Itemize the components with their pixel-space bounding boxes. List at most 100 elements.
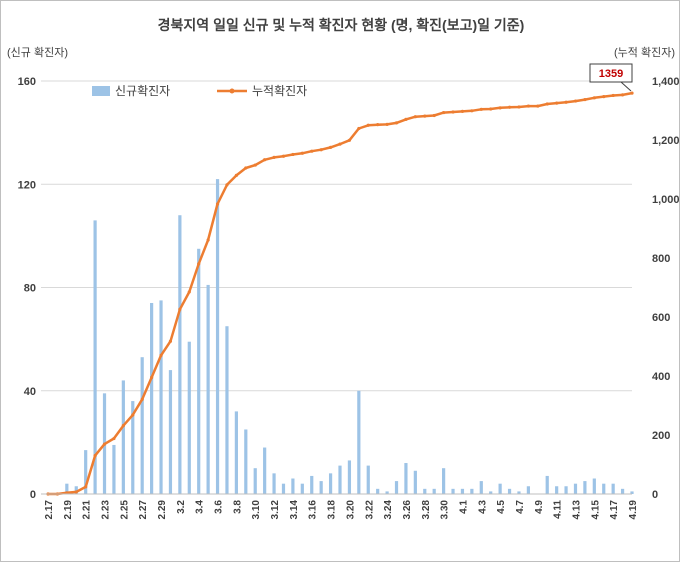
legend-swatch-bar <box>92 86 110 96</box>
line-point <box>347 138 352 142</box>
legend: 신규확진자 누적확진자 <box>92 84 307 98</box>
x-tick-label: 3.4 <box>195 500 206 514</box>
bar <box>564 486 568 494</box>
line-point <box>385 122 389 126</box>
line-point <box>150 375 154 380</box>
line-point <box>168 339 173 343</box>
x-tick-label: 2.27 <box>138 500 149 520</box>
line-point <box>489 107 493 111</box>
bar <box>555 486 559 494</box>
x-tick-label: 4.13 <box>571 500 582 520</box>
x-tick-label: 3.18 <box>327 500 338 520</box>
line-point <box>376 123 380 127</box>
bar <box>573 483 578 494</box>
bar <box>338 465 342 494</box>
bar <box>187 341 191 494</box>
line-point <box>187 290 191 294</box>
bar <box>140 357 144 494</box>
bar <box>460 488 465 494</box>
bar <box>168 370 173 494</box>
line-point <box>319 148 323 152</box>
callout-label: 1359 <box>599 68 623 80</box>
line-point <box>404 117 408 121</box>
line-point <box>178 307 182 311</box>
line-point <box>74 490 78 494</box>
bar <box>310 475 314 494</box>
x-tick-label: 4.3 <box>477 500 488 514</box>
bar <box>347 460 352 494</box>
line-point <box>620 93 625 97</box>
line-point <box>555 101 559 105</box>
line-point <box>498 106 502 110</box>
bar <box>65 483 69 494</box>
bar <box>526 486 530 494</box>
bar <box>611 483 615 494</box>
line-point <box>583 97 587 102</box>
bar <box>507 488 512 494</box>
line-point <box>244 166 248 170</box>
bar <box>470 488 474 494</box>
bar <box>413 470 417 494</box>
bar <box>197 248 201 494</box>
line-point <box>102 442 107 446</box>
line-point <box>573 99 578 103</box>
line-point <box>517 105 521 109</box>
left-tick-label: 80 <box>24 283 36 295</box>
x-tick-label: 3.24 <box>383 500 394 520</box>
x-tick-label: 2.23 <box>101 500 112 520</box>
bar <box>517 491 521 494</box>
bar <box>215 179 220 494</box>
x-tick-label: 2.19 <box>63 500 74 520</box>
line-point <box>225 183 229 187</box>
left-tick-label: 120 <box>18 179 36 191</box>
right-tick-label: 400 <box>652 371 670 383</box>
left-tick-label: 160 <box>18 76 36 88</box>
bar <box>394 481 399 494</box>
line-point <box>215 202 220 206</box>
x-tick-label: 3.30 <box>440 500 451 520</box>
bar <box>112 444 116 494</box>
bar <box>620 488 625 494</box>
x-tick-label: 2.21 <box>82 500 93 520</box>
line-point <box>272 155 276 160</box>
bar <box>263 447 267 494</box>
line-point <box>536 104 540 108</box>
line-point <box>206 238 210 242</box>
legend-label-bar: 신규확진자 <box>115 84 170 98</box>
line-point <box>507 105 512 109</box>
bar <box>121 380 125 494</box>
bar <box>479 481 483 494</box>
bar <box>291 478 295 494</box>
bar <box>74 486 78 494</box>
line-point <box>366 123 370 127</box>
last-value-callout: 1359 <box>589 63 633 92</box>
bar <box>592 478 596 494</box>
bar <box>319 481 323 494</box>
right-tick-label: 1,200 <box>652 135 680 147</box>
right-tick-label: 800 <box>652 253 670 265</box>
bar <box>583 481 587 494</box>
x-tick-label: 3.10 <box>251 500 262 520</box>
line-point <box>112 436 116 441</box>
bar-series <box>65 179 634 494</box>
line-point <box>413 115 417 119</box>
x-tick-label: 3.14 <box>289 500 300 520</box>
left-tick-label: 40 <box>24 386 36 398</box>
x-tick-label: 4.7 <box>515 500 526 514</box>
line-point <box>602 95 606 99</box>
left-axis-ticks: 0 40 80 120 160 <box>18 76 36 501</box>
line-point <box>394 121 399 125</box>
bar <box>206 284 210 494</box>
bar <box>93 220 97 494</box>
bar <box>423 488 427 494</box>
bar <box>178 215 182 494</box>
bar <box>328 473 333 494</box>
legend-swatch-marker <box>229 88 235 94</box>
bar <box>404 463 408 494</box>
x-tick-label: 4.15 <box>590 500 601 520</box>
line-point <box>281 154 286 158</box>
x-tick-label: 4.9 <box>534 500 545 514</box>
right-tick-label: 1,400 <box>652 76 680 88</box>
x-tick-label: 4.1 <box>458 500 469 514</box>
